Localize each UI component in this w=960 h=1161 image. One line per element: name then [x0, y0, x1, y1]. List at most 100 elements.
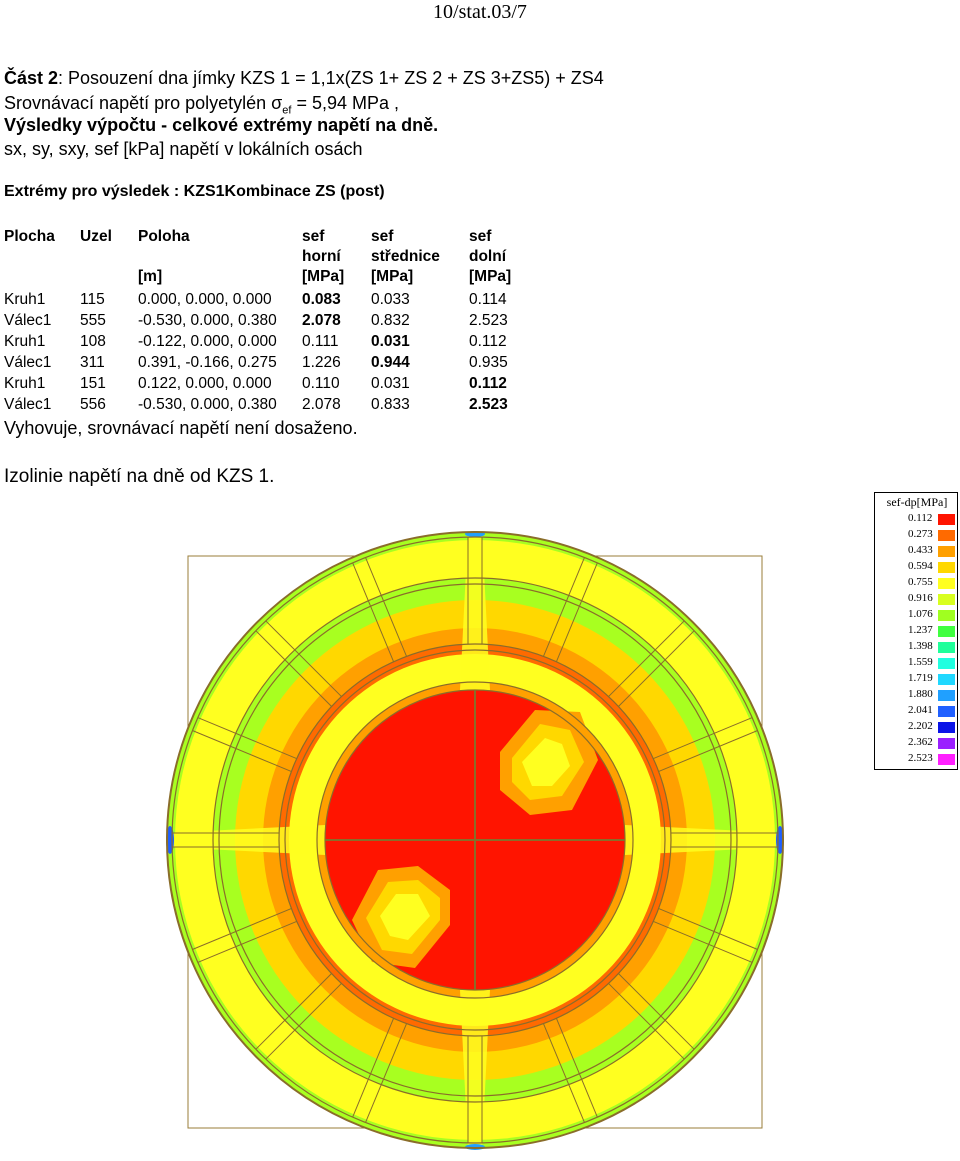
cell-stred: 0.031	[371, 333, 410, 350]
rib-edge	[265, 983, 342, 1060]
rib-edge	[543, 1023, 585, 1123]
radial-ribs	[172, 537, 778, 1143]
rib-edge	[255, 973, 332, 1050]
cell-uzel: 108	[80, 333, 106, 350]
structure-outline	[166, 531, 784, 1149]
legend-value: 1.880	[908, 688, 933, 700]
cell-plocha: Válec1	[4, 396, 52, 413]
legend-value: 0.273	[908, 528, 933, 540]
legend-swatch	[938, 530, 955, 541]
legend-swatch	[938, 514, 955, 525]
rib-edge	[192, 908, 292, 950]
legend-value: 1.719	[908, 672, 933, 684]
legend-entry: 1.398	[875, 639, 959, 655]
legend-swatch	[938, 546, 955, 557]
cell-poloha: 0.391, -0.166, 0.275	[138, 354, 277, 371]
legend-entry: 0.916	[875, 591, 959, 607]
legend-value: 0.916	[908, 592, 933, 604]
legend-entry: 0.112	[875, 511, 959, 527]
legend-entry: 1.237	[875, 623, 959, 639]
legend-swatch	[938, 594, 955, 605]
rib-edge	[265, 620, 342, 697]
stress-isoline-plot	[166, 531, 784, 1150]
rib-edge	[653, 921, 753, 963]
legend-value: 0.594	[908, 560, 933, 572]
legend-entry: 1.559	[875, 655, 959, 671]
legend-swatch	[938, 706, 955, 717]
legend-entry: 1.719	[875, 671, 959, 687]
legend-swatch	[938, 674, 955, 685]
legend-swatch	[938, 578, 955, 589]
rib-edge	[608, 983, 685, 1060]
col-poloha-header: Poloha	[138, 228, 190, 245]
rib-edge	[543, 557, 585, 657]
cell-poloha: 0.122, 0.000, 0.000	[138, 375, 272, 392]
rib-edge	[365, 1023, 407, 1123]
figure-caption: Izolinie napětí na dně od KZS 1.	[4, 466, 275, 487]
reference-stress: Srovnávací napětí pro polyetylén σef = 5…	[4, 92, 399, 122]
legend-entry: 2.202	[875, 719, 959, 735]
legend-swatch	[938, 562, 955, 573]
legend-value: 2.523	[908, 752, 933, 764]
legend-swatch	[938, 690, 955, 701]
cell-plocha: Kruh1	[4, 375, 46, 392]
cell-poloha: -0.530, 0.000, 0.380	[138, 312, 277, 329]
cell-plocha: Kruh1	[4, 333, 46, 350]
rib-edge	[556, 1018, 598, 1118]
legend-value: 0.112	[908, 512, 933, 524]
results-heading: Výsledky výpočtu - celkové extrémy napět…	[4, 115, 439, 135]
legend-entry: 1.880	[875, 687, 959, 703]
rib-edge	[556, 562, 598, 662]
rib-edge	[255, 630, 332, 707]
cell-horni: 1.226	[302, 354, 341, 371]
cell-horni: 2.078	[302, 312, 341, 329]
cell-dolni: 0.112	[469, 375, 507, 392]
cell-horni: 0.083	[302, 291, 341, 308]
legend-value: 2.362	[908, 736, 933, 748]
col-sef-stred-sub: střednice	[371, 248, 440, 265]
legend-entry: 0.755	[875, 575, 959, 591]
rib-edge	[658, 908, 758, 950]
col-uzel-header: Uzel	[80, 228, 112, 245]
legend-value: 1.559	[908, 656, 933, 668]
reference-suffix: = 5,94 MPa ,	[291, 93, 400, 113]
legend-swatch	[938, 642, 955, 653]
legend-swatch	[938, 610, 955, 621]
legend-swatch	[938, 626, 955, 637]
cell-uzel: 311	[80, 354, 105, 371]
cell-horni: 0.111	[302, 333, 339, 350]
legend-value: 0.433	[908, 544, 933, 556]
rib-edge	[365, 557, 407, 657]
col-plocha-header: Plocha	[4, 228, 55, 245]
rib-edge	[618, 630, 695, 707]
legend-value: 2.202	[908, 720, 933, 732]
col-sef-dolni-unit: [MPa]	[469, 268, 512, 285]
legend-entry: 0.594	[875, 559, 959, 575]
cell-plocha: Kruh1	[4, 291, 46, 308]
cell-uzel: 151	[80, 375, 106, 392]
col-sef-horni-header: sef	[302, 228, 325, 245]
cell-dolni: 2.523	[469, 396, 508, 413]
cell-uzel: 555	[80, 312, 106, 329]
legend-entry: 2.523	[875, 751, 959, 767]
cell-dolni: 2.523	[469, 312, 508, 329]
hotspot-upper-right	[500, 710, 598, 815]
col-sef-stred-unit: [MPa]	[371, 268, 414, 285]
col-sef-dolni-header: sef	[469, 228, 492, 245]
col-sef-dolni-sub: dolní	[469, 248, 507, 265]
rib-edge	[192, 730, 292, 772]
col-sef-stred-header: sef	[371, 228, 394, 245]
legend-entry: 0.273	[875, 527, 959, 543]
cell-stred: 0.833	[371, 396, 410, 413]
cell-stred: 0.031	[371, 375, 410, 392]
legend-swatch	[938, 754, 955, 765]
color-legend: sef-dp[MPa] 0.112 0.273 0.433 0.594 0.755 0.9…	[874, 492, 958, 770]
col-sef-horni-unit: [MPa]	[302, 268, 345, 285]
legend-entry: 0.433	[875, 543, 959, 559]
section-title-rest: : Posouzení dna jímky KZS 1 = 1,1x(ZS 1+…	[58, 68, 604, 88]
section-title-bold: Část 2	[4, 68, 59, 88]
reference-sub: ef	[282, 104, 292, 117]
legend-swatch	[938, 738, 955, 749]
rib-edge	[618, 973, 695, 1050]
units-line: sx, sy, sxy, sef [kPa] napětí v lokálníc…	[4, 139, 363, 159]
